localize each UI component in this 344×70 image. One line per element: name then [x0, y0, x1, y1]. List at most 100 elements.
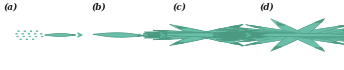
Polygon shape	[232, 33, 344, 37]
Polygon shape	[241, 24, 344, 46]
Polygon shape	[219, 34, 239, 35]
Text: (b): (b)	[91, 2, 106, 11]
Polygon shape	[224, 29, 344, 41]
Polygon shape	[227, 32, 344, 38]
Polygon shape	[277, 22, 285, 26]
Polygon shape	[232, 33, 344, 37]
Polygon shape	[213, 33, 344, 37]
Polygon shape	[143, 33, 270, 37]
Polygon shape	[219, 35, 239, 37]
Polygon shape	[272, 46, 282, 50]
Polygon shape	[219, 33, 344, 37]
Polygon shape	[331, 42, 344, 44]
Polygon shape	[343, 40, 344, 42]
Polygon shape	[148, 33, 265, 37]
Polygon shape	[226, 33, 344, 37]
Polygon shape	[244, 32, 258, 34]
Polygon shape	[225, 33, 344, 37]
Polygon shape	[227, 32, 245, 33]
Polygon shape	[221, 32, 344, 38]
Polygon shape	[226, 33, 344, 37]
Polygon shape	[218, 29, 344, 41]
Polygon shape	[164, 34, 190, 36]
Polygon shape	[230, 42, 243, 46]
Polygon shape	[218, 39, 240, 41]
Polygon shape	[280, 35, 283, 36]
Polygon shape	[253, 33, 269, 35]
Polygon shape	[240, 28, 344, 42]
Polygon shape	[216, 30, 344, 40]
Polygon shape	[227, 32, 344, 38]
Polygon shape	[246, 42, 261, 45]
Polygon shape	[153, 30, 260, 40]
Polygon shape	[137, 34, 144, 37]
Polygon shape	[253, 35, 269, 37]
Polygon shape	[261, 34, 283, 36]
Polygon shape	[248, 36, 263, 38]
Polygon shape	[170, 24, 243, 46]
Polygon shape	[153, 35, 167, 36]
Polygon shape	[219, 33, 344, 37]
Polygon shape	[143, 33, 269, 37]
Polygon shape	[72, 34, 76, 36]
Polygon shape	[220, 32, 240, 34]
Polygon shape	[240, 39, 256, 42]
Polygon shape	[45, 33, 76, 37]
Polygon shape	[158, 31, 255, 39]
Polygon shape	[232, 36, 249, 37]
Text: (d): (d)	[260, 2, 275, 11]
Polygon shape	[314, 47, 325, 51]
Polygon shape	[213, 34, 234, 36]
Polygon shape	[218, 29, 344, 41]
Polygon shape	[246, 34, 260, 36]
Polygon shape	[153, 33, 168, 35]
Polygon shape	[170, 24, 243, 46]
Polygon shape	[343, 28, 344, 30]
Polygon shape	[213, 33, 344, 37]
Polygon shape	[229, 27, 248, 30]
Polygon shape	[158, 31, 255, 39]
Polygon shape	[153, 30, 260, 40]
Polygon shape	[246, 25, 344, 45]
Polygon shape	[154, 32, 258, 38]
Polygon shape	[148, 33, 265, 37]
Polygon shape	[143, 33, 269, 37]
Polygon shape	[219, 33, 344, 37]
Polygon shape	[153, 33, 259, 37]
Polygon shape	[153, 30, 168, 32]
Polygon shape	[246, 25, 344, 45]
Polygon shape	[225, 35, 244, 36]
Polygon shape	[158, 37, 172, 39]
Polygon shape	[93, 33, 144, 37]
Polygon shape	[148, 35, 163, 37]
Polygon shape	[235, 28, 344, 42]
Polygon shape	[246, 25, 261, 28]
Polygon shape	[235, 28, 344, 42]
Polygon shape	[150, 32, 263, 38]
Polygon shape	[144, 36, 161, 38]
Polygon shape	[337, 24, 344, 27]
Polygon shape	[270, 19, 325, 51]
Polygon shape	[153, 33, 260, 37]
Polygon shape	[148, 33, 163, 35]
Polygon shape	[231, 33, 344, 37]
Polygon shape	[250, 33, 265, 35]
Polygon shape	[343, 30, 344, 32]
Polygon shape	[231, 33, 344, 37]
Polygon shape	[314, 19, 325, 23]
Polygon shape	[231, 35, 248, 36]
Polygon shape	[231, 33, 344, 37]
Polygon shape	[277, 22, 319, 48]
Polygon shape	[213, 33, 235, 34]
Polygon shape	[176, 26, 187, 29]
Polygon shape	[229, 27, 344, 43]
Polygon shape	[272, 20, 323, 50]
Polygon shape	[220, 32, 344, 38]
Polygon shape	[218, 29, 240, 31]
Polygon shape	[144, 32, 268, 38]
Polygon shape	[225, 33, 344, 37]
Polygon shape	[246, 35, 260, 36]
Polygon shape	[232, 33, 248, 35]
Polygon shape	[144, 32, 268, 38]
Polygon shape	[144, 32, 161, 34]
